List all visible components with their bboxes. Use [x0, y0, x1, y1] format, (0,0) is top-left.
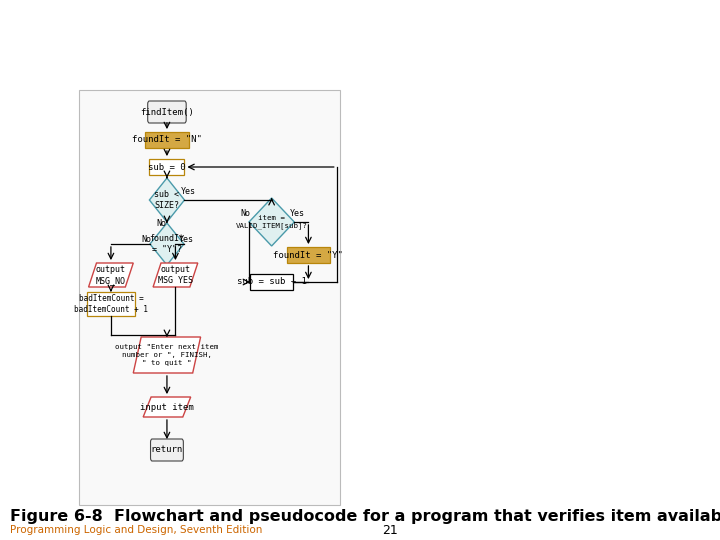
- FancyBboxPatch shape: [148, 101, 186, 123]
- Text: sub = 0: sub = 0: [148, 163, 186, 172]
- Text: Programming Logic and Design, Seventh Edition: Programming Logic and Design, Seventh Ed…: [9, 525, 262, 535]
- Text: sub <
SIZE?: sub < SIZE?: [155, 190, 179, 210]
- Bar: [250, 274, 293, 290]
- Text: sub = sub + 1: sub = sub + 1: [237, 278, 307, 287]
- Text: input item: input item: [140, 402, 194, 411]
- Text: output "Enter next item
number or ", FINISH,
" to quit ": output "Enter next item number or ", FIN…: [115, 345, 219, 366]
- Text: output
MSG YES: output MSG YES: [158, 265, 193, 285]
- Text: foundIt = "Y": foundIt = "Y": [274, 251, 343, 260]
- Text: findItem(): findItem(): [140, 107, 194, 117]
- Text: Yes: Yes: [181, 186, 195, 195]
- Bar: [87, 292, 135, 316]
- Polygon shape: [153, 263, 198, 287]
- Text: Yes: Yes: [290, 208, 305, 218]
- Text: No: No: [240, 208, 251, 218]
- Text: badItemCount =
badItemCount + 1: badItemCount = badItemCount + 1: [74, 294, 148, 314]
- Polygon shape: [143, 397, 191, 417]
- Polygon shape: [89, 263, 133, 287]
- Text: item =
VALID_ITEM[sub]?: item = VALID_ITEM[sub]?: [235, 215, 307, 229]
- Bar: [79, 90, 340, 505]
- Text: return: return: [150, 446, 183, 455]
- Text: Figure 6-8  Flowchart and pseudocode for a program that verifies item availabili: Figure 6-8 Flowchart and pseudocode for …: [9, 509, 720, 523]
- Polygon shape: [133, 337, 201, 373]
- Text: foundIt
= "Y"?: foundIt = "Y"?: [150, 234, 184, 254]
- Bar: [149, 159, 184, 175]
- Bar: [145, 132, 189, 148]
- FancyBboxPatch shape: [150, 439, 184, 461]
- Text: No: No: [157, 219, 167, 228]
- Polygon shape: [249, 198, 294, 246]
- Text: output
MSG_NO: output MSG_NO: [96, 265, 126, 285]
- Polygon shape: [149, 178, 184, 222]
- Polygon shape: [150, 223, 184, 265]
- Text: foundIt = "N": foundIt = "N": [132, 136, 202, 145]
- Text: 21: 21: [382, 523, 398, 537]
- Bar: [287, 247, 330, 263]
- Text: No: No: [141, 234, 151, 244]
- Text: Yes: Yes: [179, 234, 194, 244]
